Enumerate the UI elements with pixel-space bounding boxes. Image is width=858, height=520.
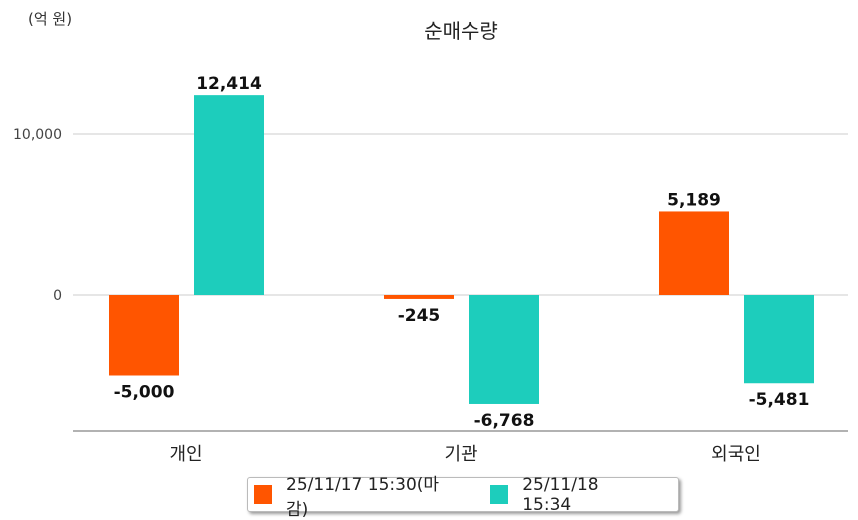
- x-tick-label: 기관: [444, 444, 477, 465]
- legend-item[interactable]: 25/11/17 15:30(마감): [248, 470, 452, 520]
- legend-label: 25/11/17 15:30(마감): [286, 474, 440, 520]
- bar: [194, 95, 264, 295]
- data-label: 5,189: [667, 190, 721, 210]
- legend: 25/11/17 15:30(마감) 25/11/18 15:34: [247, 475, 679, 520]
- chart-title: 순매수량: [424, 19, 498, 43]
- bar: [384, 295, 454, 299]
- y-tick-label: 10,000: [13, 127, 62, 143]
- bar: [659, 211, 729, 295]
- legend-item[interactable]: 25/11/18 15:34: [484, 475, 646, 515]
- data-label: -245: [398, 306, 441, 326]
- data-label: -5,000: [114, 383, 175, 403]
- bar: [109, 295, 179, 376]
- legend-swatch: [254, 485, 273, 504]
- bar: [469, 295, 539, 404]
- data-label: -6,768: [474, 411, 535, 431]
- y-tick-label: 0: [53, 288, 62, 304]
- data-label: 12,414: [196, 74, 262, 94]
- legend-swatch: [490, 485, 509, 504]
- legend-label: 25/11/18 15:34: [522, 474, 599, 515]
- bar: [744, 295, 814, 384]
- unit-label: (억 원): [28, 10, 72, 28]
- x-tick-label: 외국인: [711, 444, 761, 465]
- x-tick-label: 개인: [169, 444, 202, 465]
- data-label: -5,481: [749, 390, 810, 410]
